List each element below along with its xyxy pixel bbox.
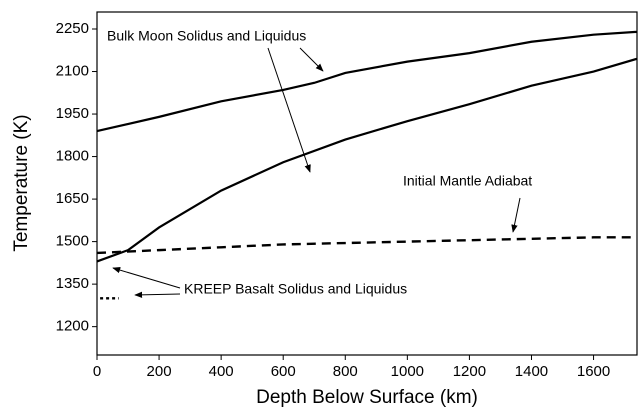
y-tick-label: 2100 xyxy=(56,62,89,79)
y-tick-label: 1350 xyxy=(56,275,89,292)
x-tick-label: 800 xyxy=(333,363,358,380)
annotation: Bulk Moon Solidus and Liquidus xyxy=(107,28,306,44)
x-tick-label: 1600 xyxy=(577,363,610,380)
x-tick-label: 200 xyxy=(147,363,172,380)
plot-frame xyxy=(96,11,638,356)
x-tick-label: 1000 xyxy=(391,363,424,380)
series-line xyxy=(96,57,638,263)
x-tick-label: 1200 xyxy=(453,363,486,380)
arrow xyxy=(511,197,521,233)
y-tick-label: 1800 xyxy=(56,148,89,165)
x-tick-label: 600 xyxy=(271,363,296,380)
annotation: KREEP Basalt Solidus and Liquidus xyxy=(184,281,407,297)
y-tick-label: 2250 xyxy=(56,20,89,37)
arrows xyxy=(112,47,521,299)
series-line xyxy=(96,236,637,255)
arrow xyxy=(112,266,181,289)
arrow xyxy=(134,291,181,299)
arrow xyxy=(267,47,311,173)
x-tick-label: 1400 xyxy=(515,363,548,380)
series-line xyxy=(96,30,638,133)
x-tick-label: 400 xyxy=(209,363,234,380)
x-axis-label: Depth Below Surface (km) xyxy=(256,387,478,408)
annotation: Initial Mantle Adiabat xyxy=(403,173,532,189)
y-tick-label: 1650 xyxy=(56,190,89,207)
y-tick-label: 1500 xyxy=(56,233,89,250)
y-tick-label: 1950 xyxy=(56,105,89,122)
y-axis-label: Temperature (K) xyxy=(11,114,32,251)
x-tick-label: 0 xyxy=(93,363,101,380)
y-tick-label: 1200 xyxy=(56,318,89,335)
arrow xyxy=(299,47,324,72)
